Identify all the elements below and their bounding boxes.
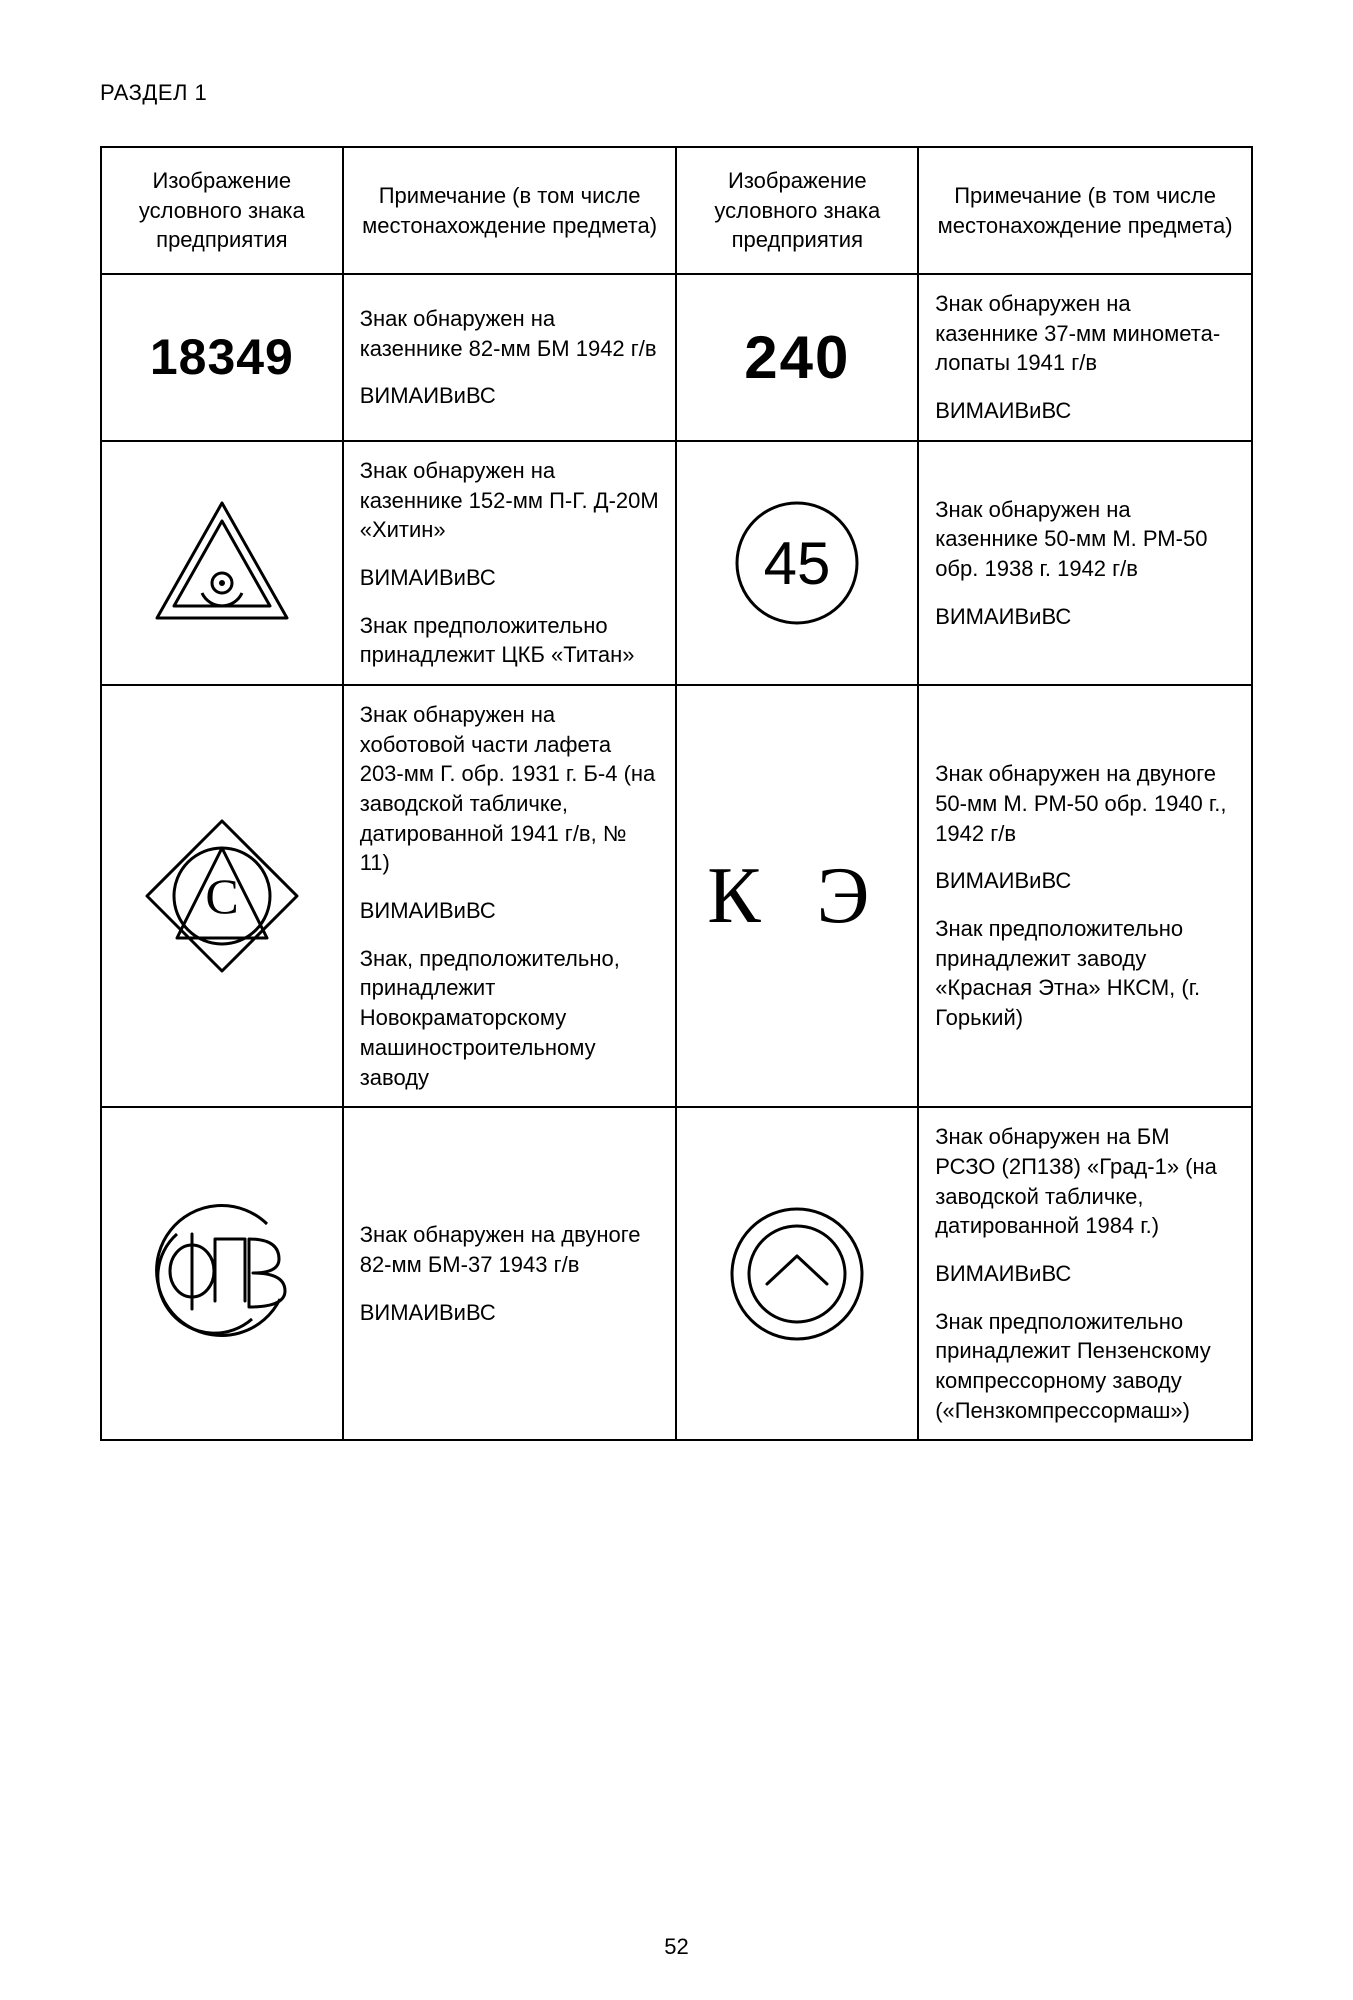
note-cell-left: Знак обнаружен на казеннике 152-мм П-Г. …: [343, 441, 677, 685]
table-row: С Знак обнаружен на хоботовой части лафе…: [101, 685, 1252, 1107]
sign-svg-wrap: [693, 1194, 901, 1354]
header-note-1: Примечание (в том числе местонахождение …: [343, 147, 677, 274]
page: РАЗДЕЛ 1 Изображение условного знака пре…: [0, 0, 1353, 2000]
note-paragraph: ВИМАИВиВС: [360, 381, 660, 411]
note-paragraph: Знак обнаружен на двуноге 82-мм БМ-37 19…: [360, 1220, 660, 1279]
sign-svg-wrap: 45: [693, 488, 901, 638]
sign-cell-left: С: [101, 685, 343, 1107]
circle-fpv-icon: [137, 1189, 307, 1359]
circle-45-icon: 45: [722, 488, 872, 638]
sign-cell-right: 240: [676, 274, 918, 441]
note-paragraph: Знак обнаружен на казеннике 152-мм П-Г. …: [360, 456, 660, 545]
note-cell-right: Знак обнаружен на казеннике 50-мм М. РМ-…: [918, 441, 1252, 685]
circle-arrow-icon: [717, 1194, 877, 1354]
note-paragraph: Знак обнаружен на казеннике 37-мм миноме…: [935, 289, 1235, 378]
note-paragraph: ВИМАИВиВС: [935, 1259, 1235, 1289]
table-header-row: Изображение условного знака предприятия …: [101, 147, 1252, 274]
note-paragraph: Знак обнаружен на казеннике 50-мм М. РМ-…: [935, 495, 1235, 584]
note-paragraph: ВИМАИВиВС: [935, 866, 1235, 896]
note-block: Знак обнаружен на казеннике 50-мм М. РМ-…: [935, 495, 1235, 632]
note-paragraph: Знак обнаружен на хоботовой части лафета…: [360, 700, 660, 878]
note-paragraph: Знак обнаружен на двуноге 50-мм М. РМ-50…: [935, 759, 1235, 848]
sign-cell-left: 18349: [101, 274, 343, 441]
header-sign-1: Изображение условного знака предприятия: [101, 147, 343, 274]
note-paragraph: ВИМАИВиВС: [935, 396, 1235, 426]
sign-svg-wrap: С: [118, 811, 326, 981]
diamond-c-icon: С: [137, 811, 307, 981]
sign-text: 240: [744, 324, 850, 391]
note-cell-left: Знак обнаружен на хоботовой части лафета…: [343, 685, 677, 1107]
note-block: Знак обнаружен на хоботовой части лафета…: [360, 700, 660, 1092]
note-block: Знак обнаружен на казеннике 152-мм П-Г. …: [360, 456, 660, 670]
note-cell-right: Знак обнаружен на двуноге 50-мм М. РМ-50…: [918, 685, 1252, 1107]
page-number: 52: [0, 1934, 1353, 1960]
note-paragraph: ВИМАИВиВС: [935, 602, 1235, 632]
note-block: Знак обнаружен на двуноге 50-мм М. РМ-50…: [935, 759, 1235, 1033]
note-paragraph: ВИМАИВиВС: [360, 563, 660, 593]
marks-table: Изображение условного знака предприятия …: [100, 146, 1253, 1441]
note-paragraph: Знак предположительно принадлежит заводу…: [935, 914, 1235, 1033]
note-paragraph: ВИМАИВиВС: [360, 896, 660, 926]
note-cell-left: Знак обнаружен на казеннике 82-мм БМ 194…: [343, 274, 677, 441]
note-paragraph: Знак обнаружен на БМ РСЗО (2П138) «Град-…: [935, 1122, 1235, 1241]
note-block: Знак обнаружен на казеннике 37-мм миноме…: [935, 289, 1235, 426]
note-paragraph: Знак обнаружен на казеннике 82-мм БМ 194…: [360, 304, 660, 363]
table-row: Знак обнаружен на казеннике 152-мм П-Г. …: [101, 441, 1252, 685]
table-row: Знак обнаружен на двуноге 82-мм БМ-37 19…: [101, 1107, 1252, 1440]
note-cell-right: Знак обнаружен на казеннике 37-мм миноме…: [918, 274, 1252, 441]
sign-cell-left: [101, 441, 343, 685]
note-cell-left: Знак обнаружен на двуноге 82-мм БМ-37 19…: [343, 1107, 677, 1440]
table-body: 18349 Знак обнаружен на казеннике 82-мм Б…: [101, 274, 1252, 1440]
section-title: РАЗДЕЛ 1: [100, 80, 1253, 106]
sign-svg-wrap: [118, 493, 326, 633]
note-cell-right: Знак обнаружен на БМ РСЗО (2П138) «Град-…: [918, 1107, 1252, 1440]
note-block: Знак обнаружен на казеннике 82-мм БМ 194…: [360, 304, 660, 411]
sign-text: 18349: [150, 329, 294, 385]
sign-cell-right: 45: [676, 441, 918, 685]
sign-text: К Э: [707, 852, 887, 940]
sign-cell-left: [101, 1107, 343, 1440]
table-row: 18349 Знак обнаружен на казеннике 82-мм Б…: [101, 274, 1252, 441]
header-note-2: Примечание (в том числе местонахождение …: [918, 147, 1252, 274]
note-paragraph: Знак предположительно принадлежит ЦКБ «Т…: [360, 611, 660, 670]
header-sign-2: Изображение условного знака предприятия: [676, 147, 918, 274]
svg-text:С: С: [205, 868, 238, 924]
note-block: Знак обнаружен на БМ РСЗО (2П138) «Град-…: [935, 1122, 1235, 1425]
note-paragraph: Знак предположительно принадлежит Пензен…: [935, 1307, 1235, 1426]
sign-cell-right: [676, 1107, 918, 1440]
note-paragraph: Знак, предположительно, принадлежит Ново…: [360, 944, 660, 1092]
note-paragraph: ВИМАИВиВС: [360, 1298, 660, 1328]
note-block: Знак обнаружен на двуноге 82-мм БМ-37 19…: [360, 1220, 660, 1327]
svg-text:45: 45: [764, 530, 831, 597]
sign-cell-right: К Э: [676, 685, 918, 1107]
triangle-eye-icon: [147, 493, 297, 633]
sign-svg-wrap: [118, 1189, 326, 1359]
